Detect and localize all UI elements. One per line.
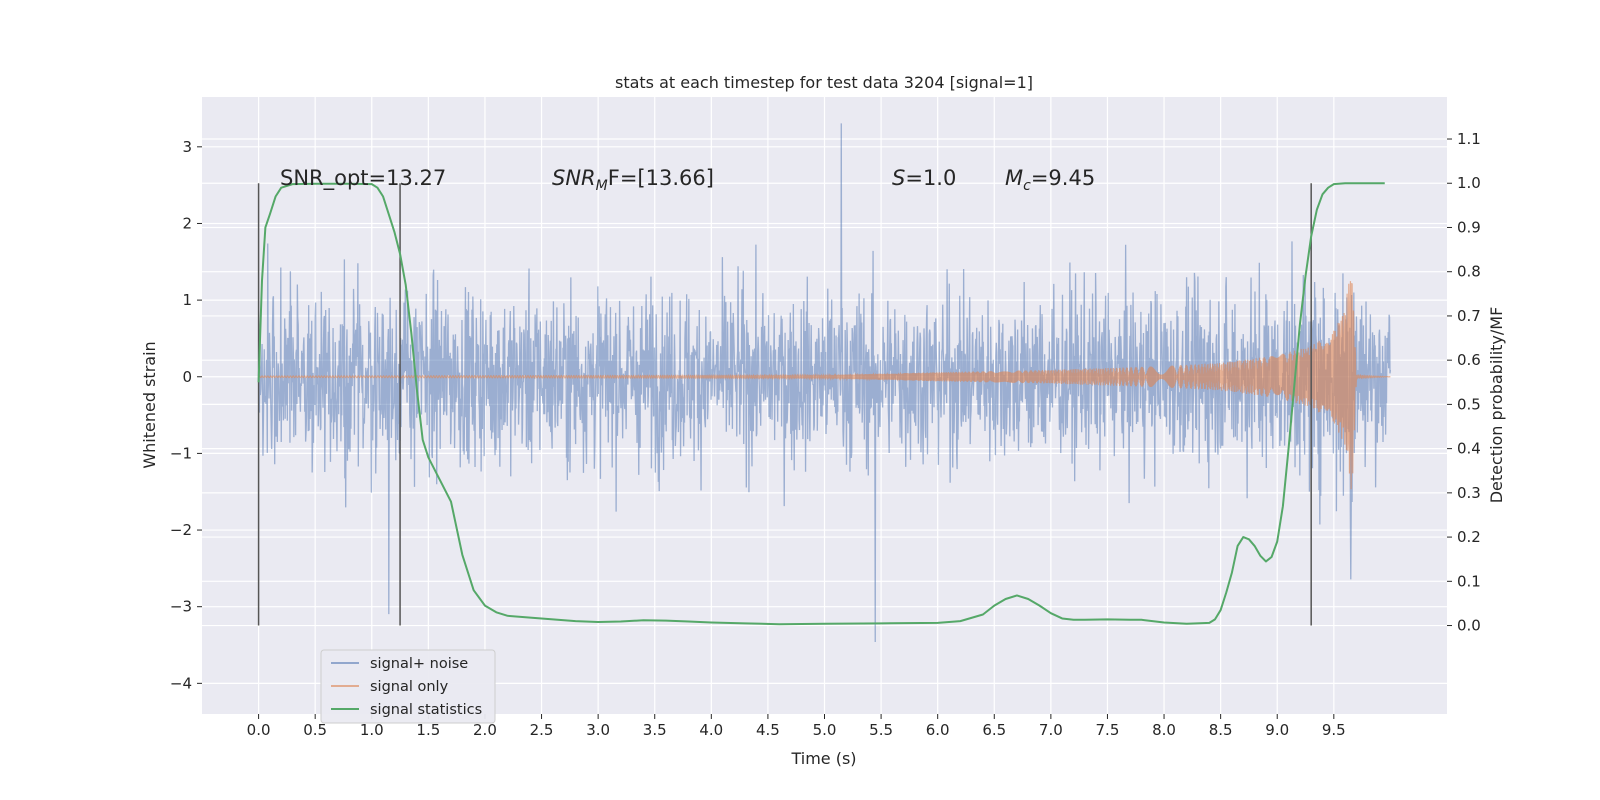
- legend-label-stat: signal statistics: [370, 702, 482, 718]
- x-tick-label: 4.5: [756, 721, 780, 739]
- y-left-tick-label: −2: [170, 521, 192, 539]
- y-right-tick-label: 0.6: [1457, 351, 1481, 369]
- stat-series-layer: [257, 182, 1385, 626]
- x-axis-label: Time (s): [790, 749, 856, 768]
- y-right-tick-label: 0.2: [1457, 528, 1481, 546]
- grid-layer: [202, 97, 1447, 714]
- x-tick-label: 9.5: [1322, 721, 1346, 739]
- x-tick-label: 0.0: [247, 721, 271, 739]
- legend: signal+ noise signal only signal statist…: [320, 649, 496, 724]
- x-tick-label: 6.5: [982, 721, 1006, 739]
- legend-label-signal: signal only: [370, 679, 449, 695]
- y-right-tick-label: 0.4: [1457, 440, 1481, 458]
- x-tick-label: 3.5: [643, 721, 667, 739]
- legend-box: [320, 649, 496, 724]
- x-tick-label: 0.5: [303, 721, 327, 739]
- y-left-tick-label: −3: [170, 598, 192, 616]
- y-axis-label-left: Whitened strain: [140, 341, 159, 468]
- annotation-snr-mf: SNRMF=[13.66]: [552, 166, 714, 194]
- x-tick-label: 8.0: [1152, 721, 1176, 739]
- x-tick-label: 7.5: [1096, 721, 1120, 739]
- x-tick-label: 4.0: [699, 721, 723, 739]
- y-right-tick-label: 0.0: [1457, 617, 1481, 635]
- x-tick-label: 5.5: [869, 721, 893, 739]
- x-tick-label: 8.5: [1209, 721, 1233, 739]
- y-left-tick-label: 1: [182, 291, 192, 309]
- y-left-tick-label: −1: [170, 444, 192, 462]
- series-signal-plus-noise: [257, 123, 1392, 643]
- y-right-tick-label: 0.1: [1457, 572, 1481, 590]
- annotation-snr-opt: SNR_opt=13.27: [280, 166, 446, 191]
- y-right-tick-label: 1.0: [1457, 174, 1481, 192]
- x-tick-label: 3.0: [586, 721, 610, 739]
- y-right-tick-label: 0.3: [1457, 484, 1481, 502]
- x-tick-label: 6.0: [926, 721, 950, 739]
- signal-series-layer: [258, 281, 1391, 490]
- series-signal-only: [258, 281, 1391, 490]
- y-right-tick-label: 0.5: [1457, 395, 1481, 413]
- series-signal-statistics: [257, 182, 1385, 626]
- y-left-tick-label: −4: [170, 674, 192, 692]
- y-right-tick-label: 0.8: [1457, 263, 1481, 281]
- y-axis-label-right: Detection probability/MF: [1487, 307, 1506, 504]
- x-tick-label: 2.0: [473, 721, 497, 739]
- annotation-mc-value: Mc=9.45: [1005, 166, 1095, 194]
- x-tick-label: 7.0: [1039, 721, 1063, 739]
- axis-layer: 0.0 0.5 1.0 1.5 2.0 2.5 3.0 3.5 4.0 4.5 5.0 5.5 6.0 6…: [170, 130, 1481, 739]
- chart-title: stats at each timestep for test data 320…: [615, 73, 1033, 92]
- x-tick-label: 9.0: [1265, 721, 1289, 739]
- noise-series-layer: [257, 123, 1392, 643]
- y-left-tick-label: 0: [182, 368, 192, 386]
- x-tick-label: 2.5: [530, 721, 554, 739]
- x-tick-label: 1.5: [416, 721, 440, 739]
- x-tick-label: 5.0: [813, 721, 837, 739]
- y-left-tick-label: 3: [182, 138, 192, 156]
- y-left-tick-label: 2: [182, 214, 192, 232]
- y-right-tick-label: 1.1: [1457, 130, 1481, 148]
- y-right-tick-label: 0.7: [1457, 307, 1481, 325]
- y-right-tick-label: 0.9: [1457, 218, 1481, 236]
- x-tick-label: 1.0: [360, 721, 384, 739]
- annotation-s-value: S=1.0: [892, 166, 956, 190]
- annotations: SNR_opt=13.27 SNRMF=[13.66] S=1.0 Mc=9.4…: [280, 166, 1095, 194]
- legend-label-noise: signal+ noise: [370, 656, 468, 672]
